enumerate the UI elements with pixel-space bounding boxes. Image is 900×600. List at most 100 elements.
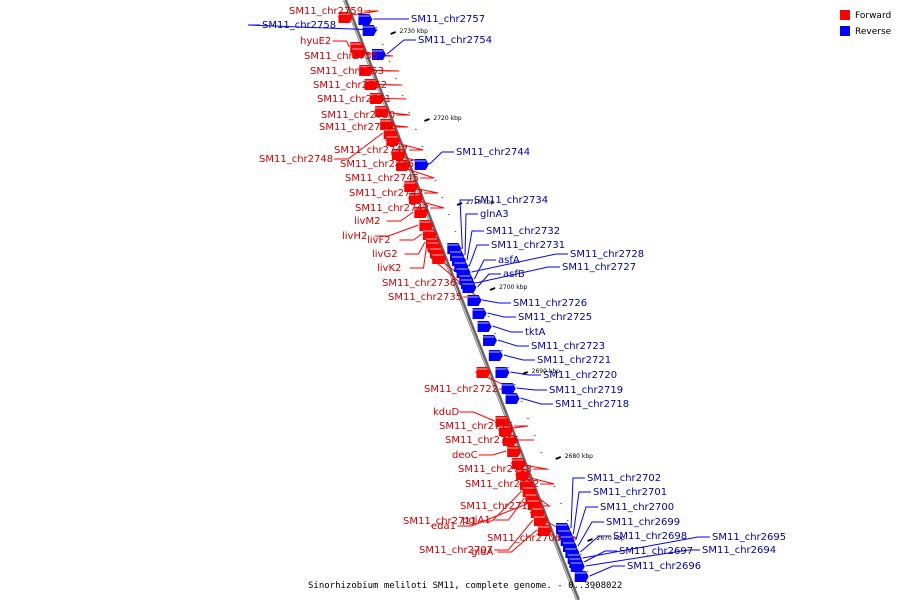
forward-gene-block [391,149,406,160]
forward-gene-label: SM11_chr2749 [319,122,393,133]
forward-gene-block [502,435,517,446]
reverse-gene-label: asfB [503,269,525,280]
minor-tick [408,111,411,114]
forward-connector [497,529,538,553]
reverse-gene-label: SM11_chr2702 [587,473,661,484]
tick-label: 2730 kbp [400,28,428,35]
scale-ticks: 2730 kbp 2720 kbp 2710 kbp 2700 kbp 2690 kbp… [368,9,625,590]
forward-gene-label: SM11_chr2710 [460,501,534,512]
reverse-connector [577,521,604,547]
minor-tick [593,587,596,590]
reverse-gene-label: SM11_chr2699 [606,517,680,528]
forward-gene-label: livK2 [377,263,401,274]
forward-gene-label: SM11_chr2750 [321,110,395,121]
forward-gene-block [432,253,447,264]
forward-connector [409,245,428,269]
reverse-gene-block [462,282,477,293]
minor-tick [480,298,483,301]
legend-forward-swatch [840,10,850,20]
reverse-gene-label: SM11_chr2757 [411,14,485,25]
forward-gene-label: hyuE2 [300,36,331,47]
forward-gene-label: SM11_chr2748 [259,154,333,165]
minor-tick [441,196,444,199]
forward-connector [459,411,495,422]
reverse-gene-label: SM11_chr2726 [513,298,587,309]
tick-label: 2690 kbp [532,368,560,375]
tick-mark [424,118,430,122]
minor-tick [421,145,424,148]
reverse-connector [482,299,511,304]
forward-gene-label: SM11_chr2747 [334,145,408,156]
reverse-connector [584,550,617,563]
forward-gene-block [352,47,367,58]
forward-gene-label: SM11_chr2715 [445,435,519,446]
forward-gene-label: SM11_chr2711 [403,516,477,527]
reverse-gene-label: SM11_chr2744 [456,147,530,158]
reverse-gene-label: SM11_chr2719 [549,385,623,396]
reverse-gene-label: SM11_chr2723 [531,341,605,352]
reverse-gene-label: SM11_chr2754 [418,35,492,46]
minor-tick [454,230,457,233]
forward-gene-label: SM11_chr2712 [465,479,539,490]
reverse-gene-block [358,14,373,25]
reverse-gene-label: SM11_chr2725 [518,312,592,323]
tick-mark [587,538,593,542]
legend-reverse-label: Reverse [855,27,892,37]
forward-gene-block [495,416,510,427]
legend-reverse-swatch [840,26,850,36]
reverse-gene-label: SM11_chr2695 [712,532,786,543]
reverse-connector [580,535,611,553]
reverse-connector [386,39,416,55]
forward-gene-block [386,135,401,146]
forward-connector [399,233,423,241]
minor-tick [494,332,497,335]
forward-connector [494,497,525,521]
reverse-connector [464,213,478,256]
minor-tick [520,400,523,403]
reverse-connector [468,244,489,267]
forward-connector [332,40,350,48]
gene-labels: SM11_chr2759 hyuE2 SM11_chr2755 SM11_chr275… [259,6,786,572]
forward-gene-block [396,160,411,171]
minor-tick [533,434,536,437]
minor-tick [500,349,503,352]
forward-gene-label: livH2 [342,231,367,242]
forward-connector [374,224,419,237]
reverse-connector [497,339,529,347]
reverse-gene-label: SM11_chr2728 [570,249,644,260]
reverse-connector [247,24,378,31]
reverse-gene-block [495,367,510,378]
reverse-gene-block [501,383,516,394]
minor-tick [447,213,450,216]
minor-tick [401,94,404,97]
forward-gene-block [419,220,434,231]
reverse-connector [466,230,484,261]
forward-gene-label: livM2 [354,216,380,227]
forward-connector [334,132,383,160]
reverse-gene-label: SM11_chr2718 [555,399,629,410]
reverse-connector [492,325,523,333]
forward-gene-label: SM11_chr2713 [458,464,532,475]
reverse-gene-label: SM11_chr2694 [702,545,776,556]
legend-forward-label: Forward [855,11,891,21]
reverse-gene-label: asfA [498,255,520,266]
reverse-gene-block [467,295,482,306]
gene-blocks [338,12,589,582]
minor-tick [566,519,569,522]
reverse-gene-block [414,159,429,170]
tick-mark [390,31,397,35]
minor-tick [487,315,490,318]
reverse-gene-block [574,571,589,582]
forward-gene-label: eda1 [431,521,456,532]
reverse-gene-label: SM11_chr2698 [613,531,687,542]
forward-gene-block [476,367,491,378]
reverse-connector [572,491,591,535]
tick-mark [555,456,562,460]
tick-mark [456,202,463,206]
forward-gene-block [404,181,419,192]
reverse-gene-label: SM11_chr2732 [486,226,560,237]
reverse-gene-block [483,335,498,346]
minor-tick [395,77,398,80]
forward-connector [478,450,507,456]
